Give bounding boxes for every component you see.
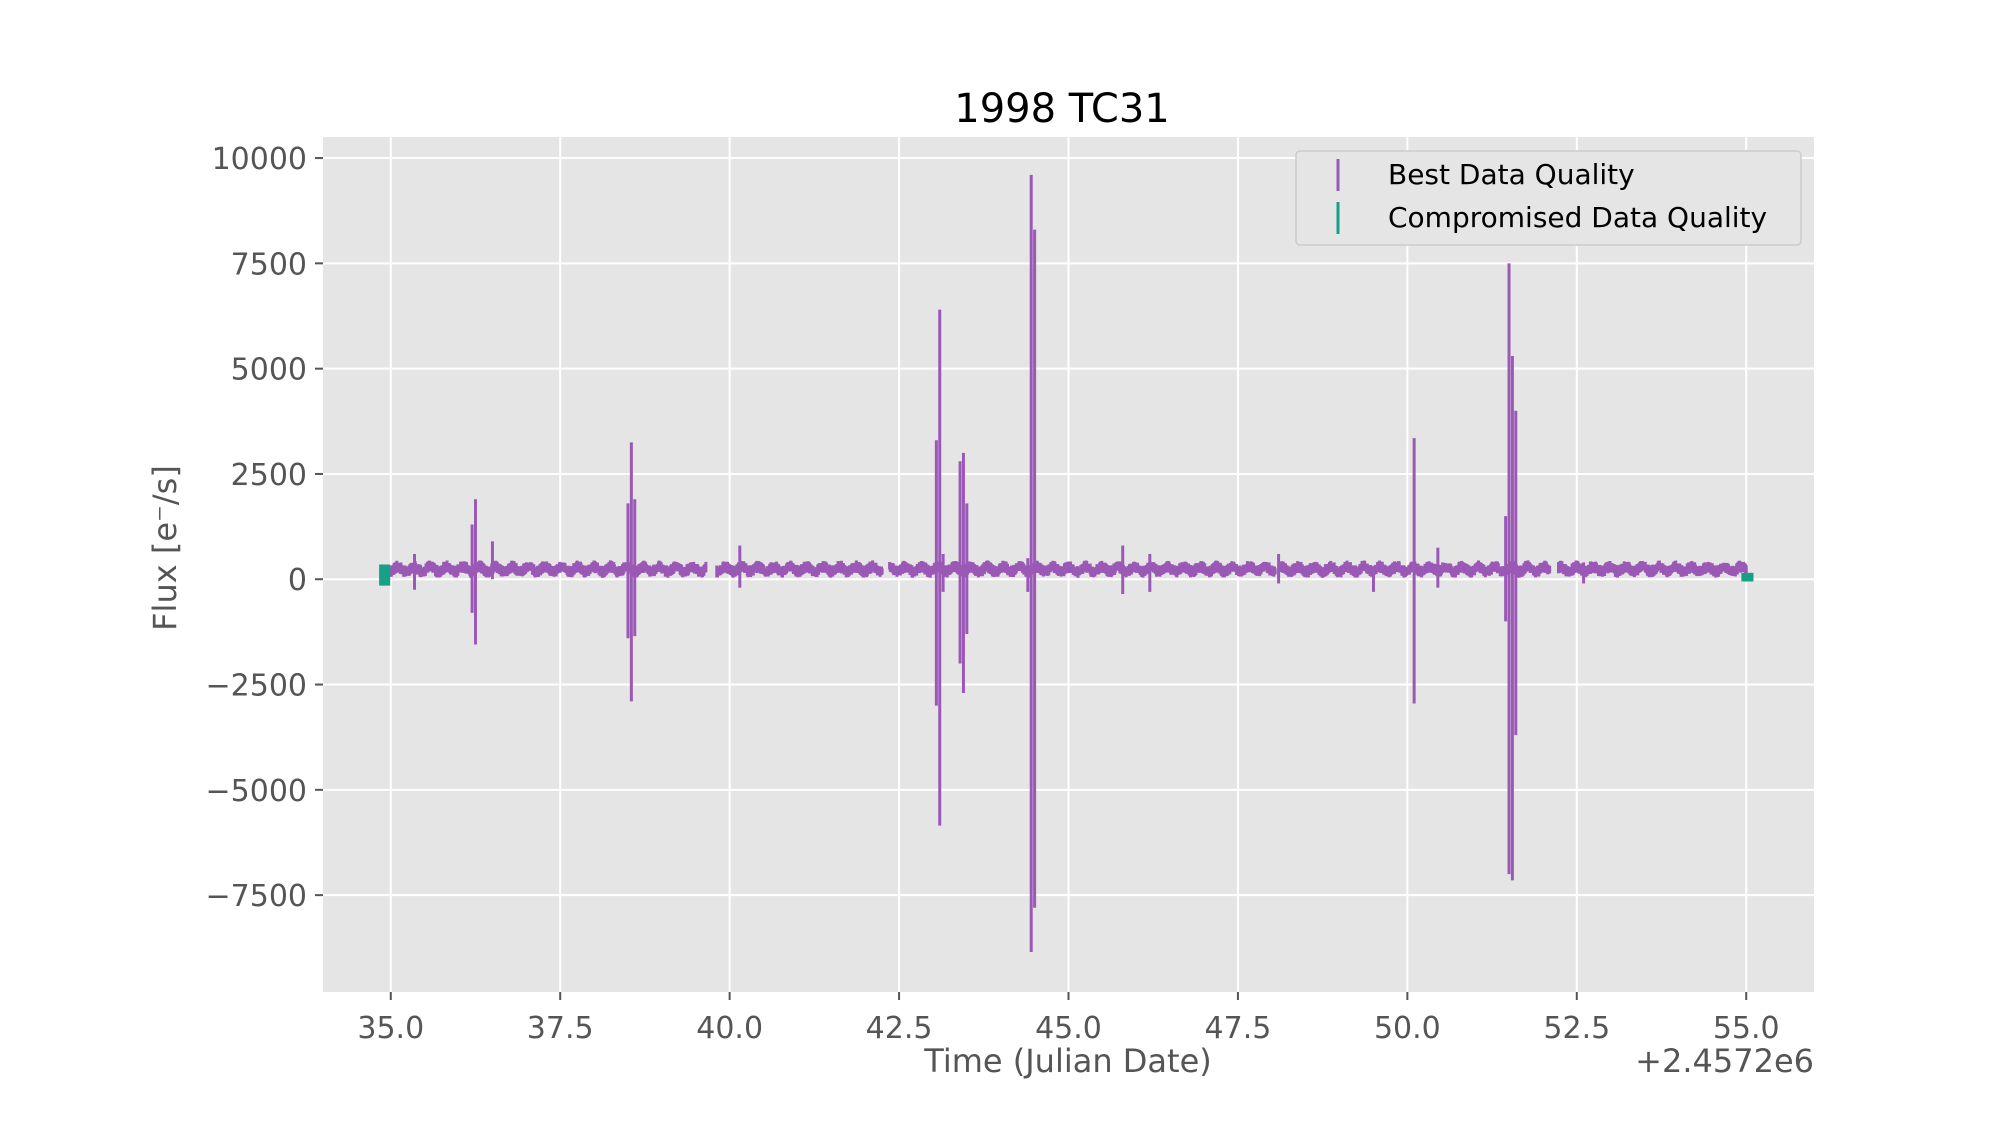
x-axis-ticks: 35.0 37.5 40.0 42.5 45.0 47.5 50.0 52.5 55.0 [357, 992, 1780, 1046]
y-axis-ticks: 10000 7500 5000 2500 0 −2500 −5000 −7500 [206, 142, 323, 914]
y-tick-label: 10000 [212, 142, 307, 177]
x-tick-label: 40.0 [696, 1011, 763, 1046]
chart-title: 1998 TC31 [954, 86, 1169, 132]
x-tick-label: 37.5 [527, 1011, 594, 1046]
legend: Best Data Quality Compromised Data Quali… [1295, 150, 1802, 246]
y-axis-title: Flux [e⁻/s] [146, 465, 184, 631]
x-offset-label: +2.4572e6 [1635, 1042, 1814, 1080]
legend-box [1295, 150, 1802, 246]
y-tick-label: −5000 [206, 774, 307, 809]
y-tick-label: −7500 [206, 879, 307, 914]
x-tick-label: 42.5 [866, 1011, 933, 1046]
x-axis-title: Time (Julian Date) [923, 1042, 1212, 1080]
series-best-spikes [412, 174, 1586, 952]
x-tick-label: 47.5 [1205, 1011, 1272, 1046]
series-compromised [379, 564, 1754, 586]
y-tick-label: 0 [288, 563, 307, 598]
y-tick-label: 7500 [231, 247, 307, 282]
x-tick-label: 35.0 [357, 1011, 424, 1046]
x-tick-label: 50.0 [1374, 1011, 1441, 1046]
x-tick-label: 52.5 [1543, 1011, 1610, 1046]
legend-label-compromised: Compromised Data Quality [1388, 201, 1767, 234]
y-tick-label: 2500 [231, 458, 307, 493]
y-tick-label: 5000 [231, 353, 307, 388]
data-series [379, 174, 1754, 952]
x-tick-label: 55.0 [1713, 1011, 1780, 1046]
x-tick-label: 45.0 [1035, 1011, 1102, 1046]
y-tick-label: −2500 [206, 669, 307, 704]
legend-label-best: Best Data Quality [1388, 158, 1635, 191]
